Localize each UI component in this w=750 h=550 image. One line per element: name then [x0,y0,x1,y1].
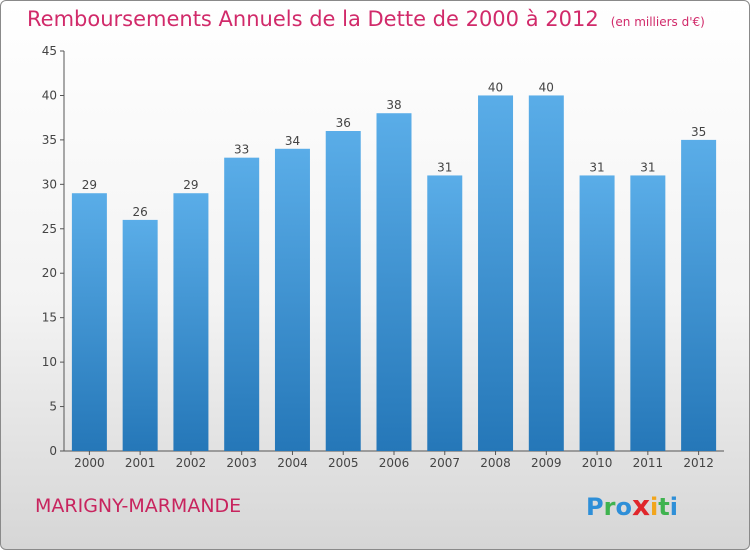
y-tick-label: 10 [42,355,57,369]
bar [630,175,666,451]
y-tick-label: 20 [42,266,57,280]
logo-letter: t [658,493,670,521]
x-tick-label: 2009 [531,456,562,470]
y-tick-label: 45 [42,44,57,58]
bar [173,193,209,451]
bar [274,148,310,451]
bar [579,175,615,451]
bar-value-label: 38 [386,98,401,112]
x-tick-label: 2004 [277,456,308,470]
bar-value-label: 35 [691,125,706,139]
commune-name: MARIGNY-MARMANDE [35,495,242,517]
x-tick-label: 2007 [429,456,460,470]
x-tick-label: 2006 [379,456,410,470]
bar [224,157,260,451]
bar-value-label: 40 [488,80,503,94]
chart-unit-label: (en milliers d'€) [610,15,705,29]
bar [528,95,564,451]
proxiti-logo: Proxiti [586,489,678,522]
bar-value-label: 34 [285,134,300,148]
bar-value-label: 31 [589,160,604,174]
bar-value-label: 31 [437,160,452,174]
bar [122,219,158,451]
logo-letter: i [669,493,678,521]
chart-title-text: Remboursements Annuels de la Dette de 20… [27,7,599,31]
bar-value-label: 31 [640,160,655,174]
bar [71,193,107,451]
bar [478,95,514,451]
bar [427,175,463,451]
x-tick-label: 2011 [633,456,664,470]
x-tick-label: 2002 [176,456,207,470]
y-tick-label: 30 [42,177,57,191]
bar [681,139,717,451]
logo-letter: r [603,493,616,521]
logo-letter: i [650,493,659,521]
bar-value-label: 40 [539,80,554,94]
x-tick-label: 2008 [480,456,511,470]
bar-value-label: 29 [183,178,198,192]
chart-title: Remboursements Annuels de la Dette de 20… [27,7,705,31]
x-tick-label: 2010 [582,456,613,470]
y-tick-label: 5 [49,400,57,414]
x-tick-label: 2003 [226,456,257,470]
x-tick-label: 2001 [125,456,156,470]
bar-value-label: 29 [82,178,97,192]
y-tick-label: 35 [42,133,57,147]
y-tick-label: 25 [42,222,57,236]
x-tick-label: 2012 [683,456,714,470]
x-tick-label: 2005 [328,456,359,470]
y-tick-label: 15 [42,311,57,325]
x-tick-label: 2000 [74,456,105,470]
bar [325,131,361,451]
bar-value-label: 33 [234,143,249,157]
logo-letter: o [615,493,632,521]
y-tick-label: 40 [42,88,57,102]
logo-letter: P [586,493,604,521]
bar [376,113,412,451]
y-tick-label: 0 [49,444,57,458]
logo-letter: x [631,489,650,522]
bar-value-label: 36 [336,116,351,130]
bar-value-label: 26 [133,205,148,219]
